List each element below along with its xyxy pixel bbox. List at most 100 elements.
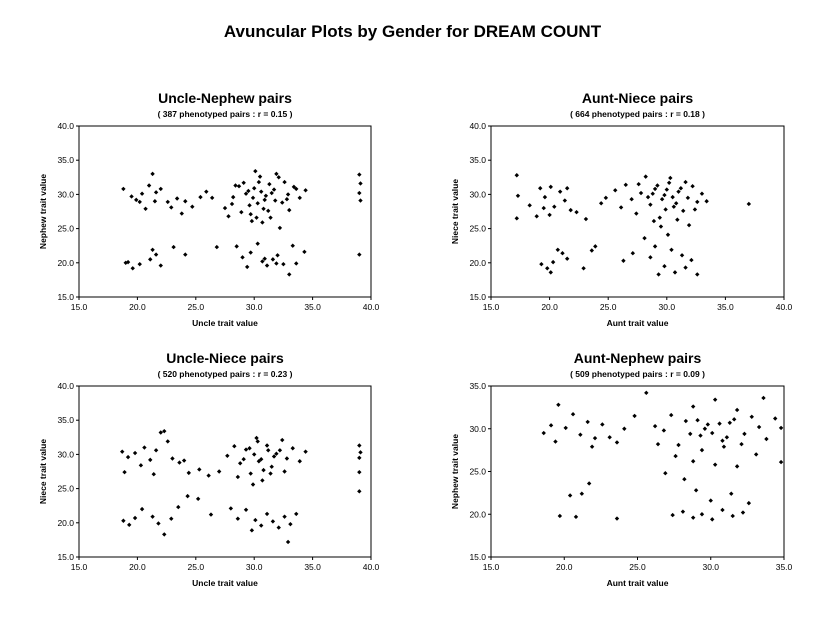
panel-1-point — [248, 250, 253, 255]
panel-4-subtitle: ( 509 phenotyped pairs : r = 0.09 ) — [570, 369, 705, 379]
panel-3-y-tick-label: 40.0 — [57, 381, 74, 391]
panel-3-point — [125, 454, 131, 460]
panel-2-x-tick-label: 40.0 — [776, 302, 793, 312]
panel-1-point — [256, 179, 262, 185]
panel-4-point — [548, 423, 554, 428]
panel-3-y-tick-label: 15.0 — [57, 552, 74, 562]
panel-4-point — [688, 431, 693, 437]
panel-2-point — [652, 244, 658, 249]
panel-4-point — [586, 481, 592, 486]
panel-1-point — [198, 194, 203, 200]
panel-3-point — [270, 519, 276, 524]
panel-4-point — [699, 447, 705, 453]
panel-1-point — [229, 201, 235, 207]
panel-2-point — [548, 270, 553, 275]
panel-1-y-tick-label: 20.0 — [57, 258, 74, 268]
panel-3-point — [282, 469, 287, 474]
panel-1-y-tick-label: 25.0 — [57, 224, 74, 234]
panel-3-point — [151, 472, 156, 477]
panel-2-point — [683, 179, 688, 185]
panel-3-y-tick-label: 20.0 — [57, 518, 74, 528]
panel-3-point — [170, 456, 175, 461]
panel-2-point — [534, 214, 539, 219]
panel-2-point — [514, 216, 519, 221]
panel-1-point — [121, 186, 126, 192]
panel-4-y-tick-label: 35.0 — [469, 381, 486, 391]
panel-3-point — [138, 463, 144, 468]
panel-1-point — [179, 211, 184, 216]
panel-3-point — [216, 469, 222, 474]
panel-2-y-tick-label: 30.0 — [469, 189, 486, 199]
panel-2-point — [656, 272, 661, 277]
panel-3-point — [195, 496, 201, 502]
panel-2-point — [663, 207, 668, 212]
panel-1-point — [261, 206, 266, 211]
panel-3-point — [285, 539, 291, 545]
panel-4-point — [702, 426, 708, 431]
panel-3-point — [357, 455, 362, 461]
panel-2-point — [583, 216, 589, 222]
panel-4-point — [710, 430, 715, 436]
panel-2-y-axis-label: Niece trait value — [450, 179, 460, 244]
panel-1-point — [239, 209, 244, 215]
panel-2-point — [557, 189, 563, 194]
panel-2-point — [568, 207, 573, 213]
panel-2-point — [539, 261, 544, 267]
panel-4-point — [592, 435, 598, 441]
panel-1-point — [262, 197, 267, 203]
panel-4-title: Aunt-Nephew pairs — [574, 350, 702, 366]
panel-2-point — [664, 187, 669, 192]
panel-1-point — [222, 205, 228, 211]
panel-3-point — [358, 450, 363, 455]
panel-2-point — [695, 199, 700, 205]
panel-2-point — [648, 255, 653, 260]
panel-4-point — [740, 510, 746, 515]
panel-3-point — [247, 446, 252, 451]
panel-4-point — [742, 431, 747, 437]
panel-2-point — [650, 191, 655, 196]
panel-4-point — [614, 516, 620, 521]
panel-1-point — [275, 253, 280, 258]
panel-1-point — [240, 255, 245, 260]
panel-4-point — [673, 453, 678, 459]
panel-3-point — [162, 428, 167, 434]
panel-2-y-tick-label: 20.0 — [469, 258, 486, 268]
panel-3-point — [264, 443, 270, 448]
panel-4-plot-frame — [490, 385, 785, 558]
panel-2-point — [678, 186, 684, 191]
panel-1-point — [236, 183, 242, 189]
panel-4-point — [683, 418, 689, 424]
panel-2-point — [662, 192, 667, 198]
panel-3-point — [150, 514, 155, 519]
panel-3-point — [284, 456, 290, 461]
panel-2-point — [652, 186, 658, 192]
panel-3-point — [264, 511, 270, 517]
panel-1-y-tick-label: 15.0 — [57, 292, 74, 302]
panel-1-point — [285, 192, 291, 197]
panel-2-point — [514, 173, 519, 178]
panel-3-x-tick-label: 15.0 — [71, 562, 88, 572]
panel-1-point — [139, 191, 145, 196]
panel-1-point — [264, 263, 270, 268]
panel-3-point — [148, 457, 153, 463]
panel-3-point — [132, 450, 138, 456]
panel-3-point — [186, 470, 191, 476]
panel-3-y-tick-label: 25.0 — [57, 484, 74, 494]
panel-4-point — [663, 471, 668, 476]
panel-1-point — [137, 199, 142, 205]
panel-1-point — [250, 195, 256, 201]
panel-4-y-tick-label: 20.0 — [469, 509, 486, 519]
panel-1-point — [158, 263, 163, 268]
panel-1-point — [282, 179, 287, 185]
panel-1-point — [267, 181, 272, 187]
panel-2-y-tick-label: 40.0 — [469, 121, 486, 131]
panel-3-point — [268, 471, 273, 476]
panel-4-point — [753, 452, 759, 457]
panel-2-point — [704, 199, 709, 204]
panel-1-point — [294, 261, 299, 266]
panel-4-point — [632, 413, 637, 419]
panel-3-point — [153, 448, 159, 453]
panel-1-point — [254, 215, 259, 220]
panel-1-point — [234, 244, 239, 249]
panel-3-point — [127, 522, 132, 528]
